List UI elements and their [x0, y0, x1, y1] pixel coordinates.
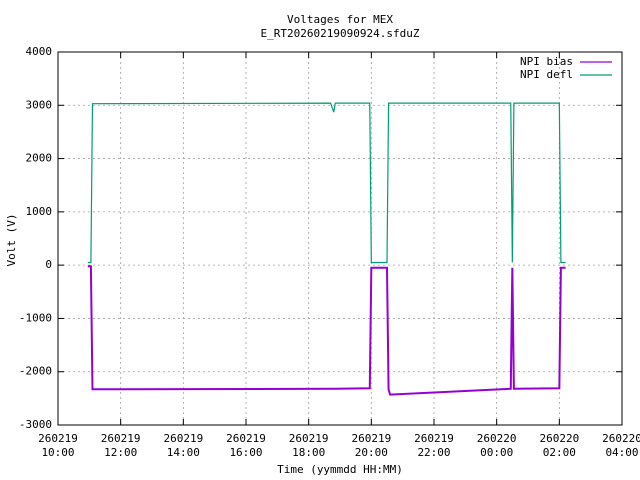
legend-label: NPI defl — [520, 68, 573, 81]
y-tick-label: 1000 — [26, 205, 53, 218]
x-tick-label: 260219 12:00 — [101, 432, 141, 459]
x-tick-label: 260219 10:00 — [38, 432, 78, 459]
plot-frame — [57, 51, 623, 426]
y-tick-label: 2000 — [26, 152, 53, 165]
x-tick-label: 260220 02:00 — [539, 432, 579, 459]
chart-subtitle: E_RT20260219090924.sfduZ — [261, 27, 420, 40]
y-tick-label: -2000 — [19, 365, 52, 378]
y-axis-label: Volt (V) — [5, 214, 18, 267]
x-axis-label: Time (yymmdd HH:MM) — [277, 463, 403, 476]
x-tick-label: 260219 16:00 — [226, 432, 266, 459]
chart-title: Voltages for MEX — [287, 13, 393, 26]
series-line — [87, 265, 566, 396]
y-tick-label: -1000 — [19, 311, 52, 324]
x-tick-label: 260220 04:00 — [602, 432, 640, 459]
series-line — [87, 102, 566, 264]
x-tick-label: 260220 00:00 — [477, 432, 517, 459]
x-tick-label: 260219 22:00 — [414, 432, 454, 459]
y-tick-label: 4000 — [26, 45, 53, 58]
x-tick-label: 260219 20:00 — [351, 432, 391, 459]
y-tick-label: 0 — [45, 258, 52, 271]
y-tick-label: -3000 — [19, 418, 52, 431]
y-tick-label: 3000 — [26, 98, 53, 111]
x-tick-label: 260219 14:00 — [163, 432, 203, 459]
legend-label: NPI bias — [520, 55, 573, 68]
x-tick-label: 260219 18:00 — [289, 432, 329, 459]
